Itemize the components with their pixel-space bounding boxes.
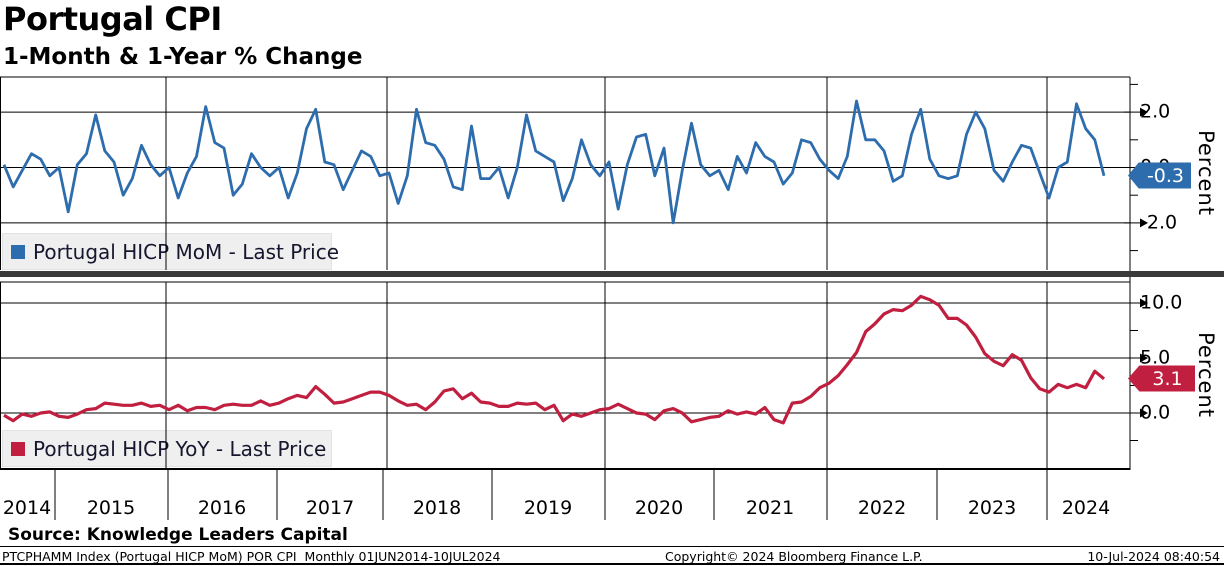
yoy-axis-title: Percent <box>1194 331 1218 419</box>
xtick-2017: 2017 <box>305 497 355 519</box>
xtick-2015: 2015 <box>86 497 136 519</box>
xtick-2021: 2021 <box>745 497 795 519</box>
yoy-legend-swatch-icon <box>11 441 25 456</box>
xtick-2014: 2014 <box>2 497 52 519</box>
yoy-last-price-badge: 3.1 <box>1128 365 1195 392</box>
mom-legend-swatch-icon <box>11 244 25 259</box>
footer-copyright: Copyright© 2024 Bloomberg Finance L.P. <box>665 549 923 564</box>
xtick-2016: 2016 <box>197 497 247 519</box>
footer-divider-bottom <box>0 563 1224 565</box>
page-title: Portugal CPI <box>3 0 222 38</box>
yoy-legend-label: Portugal HICP YoY - Last Price <box>33 436 327 461</box>
xtick-2020: 2020 <box>634 497 684 519</box>
mom-axis-title: Percent <box>1194 129 1218 217</box>
mom-series-line <box>2 99 1106 225</box>
xtick-2024: 2024 <box>1061 497 1111 519</box>
xtick-2018: 2018 <box>412 497 462 519</box>
yoy-series-line <box>3 294 1106 425</box>
source-attribution: Source: Knowledge Leaders Capital <box>8 525 348 545</box>
footer-timestamp: 10-Jul-2024 08:40:54 <box>1087 549 1220 564</box>
footer-security-info: PTCPHAMM Index (Portugal HICP MoM) POR C… <box>2 549 501 564</box>
yoy-ytick-5: 5.0 <box>1140 346 1171 369</box>
yoy-ytick-0: 0.0 <box>1140 401 1171 424</box>
page-subtitle: 1-Month & 1-Year % Change <box>3 44 363 70</box>
xtick-2019: 2019 <box>523 497 573 519</box>
panel-separator <box>0 271 1224 277</box>
footer-divider-top <box>0 546 1224 547</box>
legend-yoy: Portugal HICP YoY - Last Price <box>2 430 332 467</box>
mom-legend-label: Portugal HICP MoM - Last Price <box>33 239 339 264</box>
yoy-ytick-10: 10.0 <box>1140 291 1183 314</box>
xtick-2023: 2023 <box>967 497 1017 519</box>
mom-last-price-badge: -0.3 <box>1128 162 1191 189</box>
mom-ytick-2: 2.0 <box>1140 100 1171 123</box>
mom-ytick-m2: -2.0 <box>1140 211 1178 234</box>
legend-mom: Portugal HICP MoM - Last Price <box>2 233 339 270</box>
xtick-2022: 2022 <box>857 497 907 519</box>
